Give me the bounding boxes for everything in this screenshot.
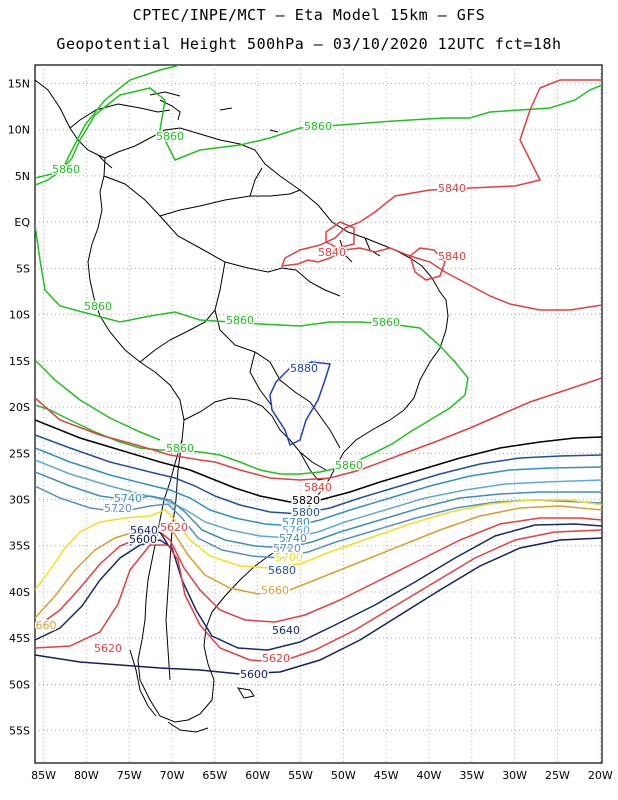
contour-label-5860: 5860 [52, 163, 80, 176]
contour-label-5620: 5620 [262, 652, 290, 665]
lat-tick-label: EQ [14, 216, 30, 229]
lon-tick-label: 50W [331, 769, 356, 782]
lat-tick-label: 15S [9, 355, 30, 368]
contour-5840-north [280, 79, 602, 311]
lat-tick-label: 40S [9, 586, 30, 599]
contour-label-5600: 5600 [129, 533, 157, 546]
contour-5860-middle [35, 224, 469, 475]
contour-label-5660: 5660 [261, 584, 289, 597]
lat-tick-label: 25S [9, 447, 30, 460]
contour-5720 [35, 485, 602, 559]
contour-label-5740: 5740 [114, 492, 142, 505]
contour-label-5740: 5740 [279, 532, 307, 545]
contour-5640 [35, 523, 602, 651]
contour-label-5860: 5860 [156, 130, 184, 143]
contour-5620 [35, 529, 602, 663]
contour-label-5640: 5640 [272, 624, 300, 637]
contour-5680 [35, 505, 602, 619]
lon-tick-label: 70W [160, 769, 185, 782]
contour-label-5620: 5620 [160, 521, 188, 534]
lat-tick-label: 45S [9, 632, 30, 645]
contour-label-5840: 5840 [304, 481, 332, 494]
contour-label-5680: 5680 [268, 564, 296, 577]
contour-5660 [35, 517, 602, 629]
lon-tick-label: 40W [417, 769, 442, 782]
lat-tick-label: 55S [9, 725, 30, 738]
contour-label-5720: 5720 [104, 502, 132, 515]
lon-tick-label: 75W [117, 769, 142, 782]
contour-label-5860: 5860 [226, 314, 254, 327]
lon-tick-label: 60W [245, 769, 270, 782]
contour-label-5620: 5620 [94, 642, 122, 655]
lon-tick-label: 80W [74, 769, 99, 782]
contour-5600-west [129, 531, 169, 546]
contour-label-5820: 5820 [292, 494, 320, 507]
lat-tick-label: 5S [16, 262, 30, 275]
contour-5760 [35, 459, 602, 539]
lat-tick-label: 5N [15, 170, 30, 183]
contour-5780 [35, 447, 602, 527]
lon-tick-label: 25W [545, 769, 570, 782]
contour-label-5640: 5640 [130, 524, 158, 537]
contour-label-5780: 5780 [282, 516, 310, 529]
contour-label-5860: 5860 [84, 300, 112, 313]
contour-5840-small [325, 221, 355, 249]
contour-label-5880: 5880 [290, 362, 318, 375]
contour-label-5720: 5720 [273, 542, 301, 555]
contour-5820 [35, 419, 602, 503]
lon-tick-label: 20W [588, 769, 613, 782]
contour-label-5760: 5760 [282, 524, 310, 537]
contour-label-5840: 5840 [438, 250, 466, 263]
lat-tick-label: 20S [9, 401, 30, 414]
contour-5700 [35, 499, 602, 591]
contour-label-5840: 5840 [318, 246, 346, 259]
lon-tick-label: 30W [502, 769, 527, 782]
map-subtitle: Geopotential Height 500hPa – 03/10/2020 … [56, 35, 562, 53]
lon-tick-label: 45W [374, 769, 399, 782]
lon-tick-label: 85W [31, 769, 56, 782]
contour-5860-north-b [35, 65, 181, 186]
contour-label-5860: 5860 [372, 316, 400, 329]
contour-label-5860: 5860 [304, 120, 332, 133]
lat-tick-label: 10N [8, 124, 30, 137]
map-title: CPTEC/INPE/MCT – Eta Model 15km – GFS [132, 6, 486, 24]
contour-5860-lower [35, 359, 161, 441]
contour-5800 [35, 434, 602, 515]
lat-tick-label: 50S [9, 678, 30, 691]
contour-5840-lower [35, 377, 602, 481]
lat-tick-label: 15N [8, 77, 30, 90]
contour-5840-loop [409, 247, 446, 281]
contour-label-5700: 5700 [275, 551, 303, 564]
contour-label-5800: 5800 [292, 506, 320, 519]
contour-5880 [269, 361, 331, 447]
contour-label-660: 660 [36, 619, 57, 632]
contour-label-5860: 5860 [166, 442, 194, 455]
lat-tick-label: 10S [9, 309, 30, 322]
contour-5600 [35, 537, 602, 675]
contour-5860-north [35, 84, 602, 179]
lat-tick-label: 35S [9, 540, 30, 553]
contour-label-5860: 5860 [335, 459, 363, 472]
contour-5740 [35, 471, 602, 549]
coastline-borders [35, 79, 449, 733]
lon-tick-label: 35W [459, 769, 484, 782]
contour-label-5600: 5600 [240, 668, 268, 681]
lon-tick-label: 65W [202, 769, 227, 782]
lat-tick-label: 30S [9, 494, 30, 507]
lon-tick-label: 55W [288, 769, 313, 782]
contour-label-5840: 5840 [438, 182, 466, 195]
